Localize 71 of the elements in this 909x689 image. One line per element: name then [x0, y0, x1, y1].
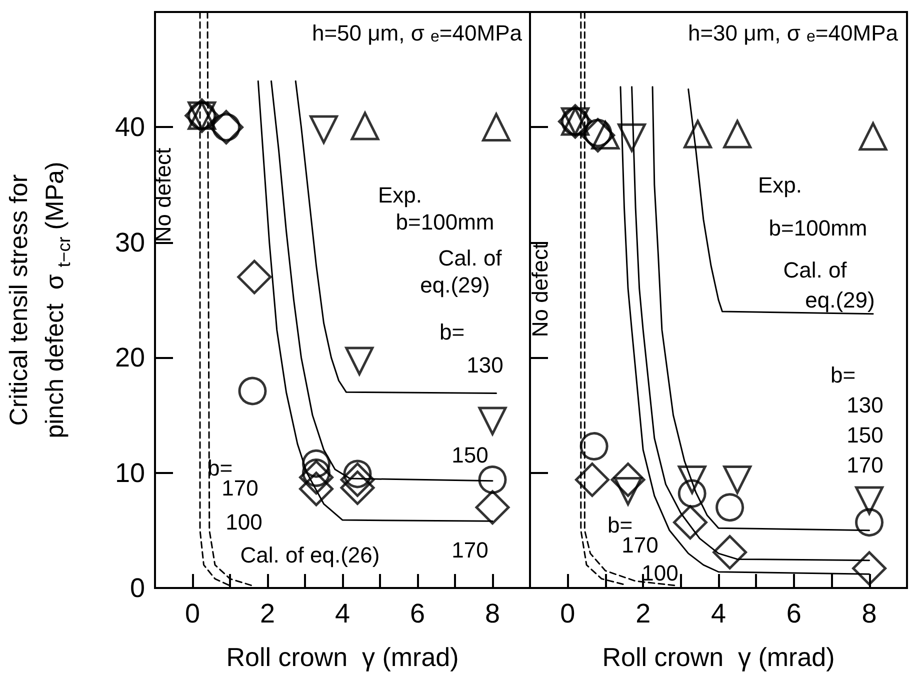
annotation: 170: [846, 452, 884, 478]
point: [237, 260, 272, 294]
point: [723, 465, 752, 494]
point: [478, 406, 507, 436]
y-tick-label: 0: [130, 573, 145, 603]
point: [310, 115, 338, 144]
point: [712, 535, 748, 570]
point: [482, 112, 510, 142]
x-tick-label: 0: [560, 598, 576, 628]
point: [574, 462, 610, 497]
x-tick-label: 8: [484, 598, 500, 628]
point: [340, 462, 375, 497]
annotation: Cal. of eq.(26): [240, 542, 380, 568]
point: [672, 505, 708, 540]
point: [350, 112, 380, 140]
point: [299, 472, 334, 506]
x-axis-title: Roll crown γ (mrad): [602, 642, 835, 672]
point: [716, 493, 744, 522]
y-tick-label: 20: [114, 342, 145, 373]
x-tick-label: 6: [410, 598, 426, 628]
annotation: b=100mm: [396, 210, 494, 234]
point: [855, 486, 884, 515]
y-tick-label: 10: [114, 458, 145, 488]
point: [723, 120, 752, 148]
point: [478, 465, 507, 494]
point: [852, 551, 887, 586]
annotation: 130: [846, 392, 884, 418]
chart-title: h=30 μm, σ e=40MPa: [688, 20, 899, 46]
chart-title: h=50 μm, σ e=40MPa: [312, 20, 523, 46]
annotation: 150: [846, 422, 884, 448]
point: [678, 465, 706, 494]
annotation: 100: [642, 560, 678, 586]
x-tick-label: 2: [636, 598, 651, 628]
point: [618, 123, 646, 152]
annotation: No defect: [528, 242, 552, 338]
annotation: b=: [830, 362, 856, 388]
x-tick-label: 0: [184, 598, 200, 628]
annotation: Cal. of: [438, 246, 503, 270]
y-tick-label: 30: [114, 227, 145, 258]
point: [238, 376, 267, 406]
annotation: 170: [452, 538, 488, 562]
point: [580, 118, 616, 153]
annotation: 170: [222, 476, 258, 500]
annotation: Exp.: [758, 172, 802, 198]
point: [678, 479, 706, 508]
x-tick-label: 4: [710, 598, 726, 628]
annotation: Cal. of: [783, 258, 848, 282]
annotation: b=100mm: [768, 216, 868, 240]
point: [340, 470, 375, 506]
x-axis-title: Roll crown γ (mrad): [226, 642, 459, 672]
point: [610, 462, 646, 497]
point: [299, 460, 334, 495]
point: [858, 122, 888, 151]
point: [475, 490, 510, 525]
point: [855, 508, 884, 537]
y-tick-label: 40: [114, 112, 145, 142]
annotation: 100: [226, 510, 262, 534]
annotation: Exp.: [378, 182, 422, 208]
annotation: 130: [466, 352, 504, 378]
x-tick-label: 2: [260, 598, 276, 628]
annotation: eq.(29): [420, 272, 490, 298]
x-tick-label: 4: [334, 598, 350, 628]
annotation: b=: [439, 320, 465, 344]
annotation: 150: [452, 442, 488, 468]
point: [345, 346, 374, 376]
point: [580, 432, 608, 461]
x-tick-label: 8: [862, 598, 877, 628]
x-tick-label: 6: [786, 598, 802, 628]
annotation: eq.(29): [805, 288, 875, 312]
point: [684, 120, 712, 148]
annotation: No defect: [150, 148, 176, 242]
